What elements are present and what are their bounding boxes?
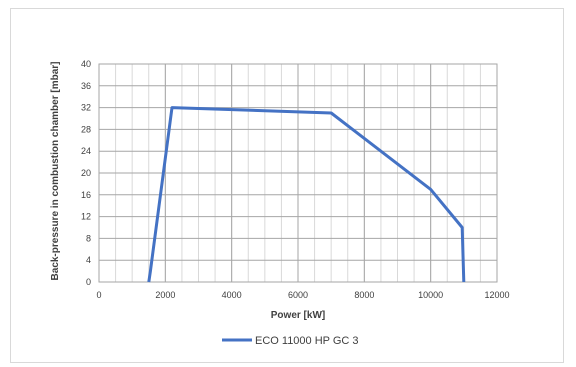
y-tick-label: 16: [81, 190, 91, 200]
x-tick-label: 4000: [222, 290, 242, 300]
x-tick-label: 10000: [418, 290, 443, 300]
x-axis-ticks: 0 2000 4000 6000 8000 10000 12000: [96, 290, 509, 300]
plot-area: [98, 63, 498, 283]
x-axis-title: Power [kW]: [271, 310, 325, 321]
x-tick-label: 6000: [288, 290, 308, 300]
series-layer: [147, 106, 466, 283]
x-tick-label: 0: [96, 290, 101, 300]
y-tick-label: 24: [81, 146, 91, 156]
chart-frame: [10, 8, 564, 363]
y-tick-label: 20: [81, 168, 91, 178]
y-tick-label: 4: [86, 255, 91, 265]
y-tick-label: 8: [86, 233, 91, 243]
legend: ECO 11000 HP GC 3: [222, 335, 359, 347]
y-tick-label: 0: [86, 277, 91, 287]
y-tick-label: 32: [81, 103, 91, 113]
y-tick-label: 40: [81, 59, 91, 69]
y-axis-ticks: 0 4 8 12 16 20 24 28 32 36 40: [81, 59, 91, 287]
x-tick-label: 12000: [484, 290, 509, 300]
series-line: [147, 106, 466, 283]
y-axis-title: Back-pressure in combustion chamber [mba…: [50, 62, 61, 281]
y-tick-label: 36: [81, 81, 91, 91]
major-gridlines: [98, 63, 498, 283]
legend-label: ECO 11000 HP GC 3: [255, 335, 359, 347]
x-tick-label: 8000: [354, 290, 374, 300]
x-tick-label: 2000: [155, 290, 175, 300]
y-tick-label: 28: [81, 124, 91, 134]
y-tick-label: 12: [81, 212, 91, 222]
